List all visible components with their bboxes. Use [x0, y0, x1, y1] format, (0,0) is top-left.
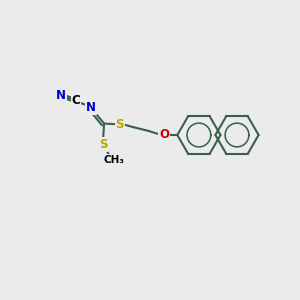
Text: CH₃: CH₃: [104, 155, 125, 165]
Text: C: C: [71, 94, 80, 107]
Text: S: S: [99, 138, 107, 151]
Text: S: S: [116, 118, 124, 131]
Text: N: N: [86, 101, 96, 114]
Text: N: N: [56, 89, 66, 102]
Text: O: O: [159, 128, 169, 142]
